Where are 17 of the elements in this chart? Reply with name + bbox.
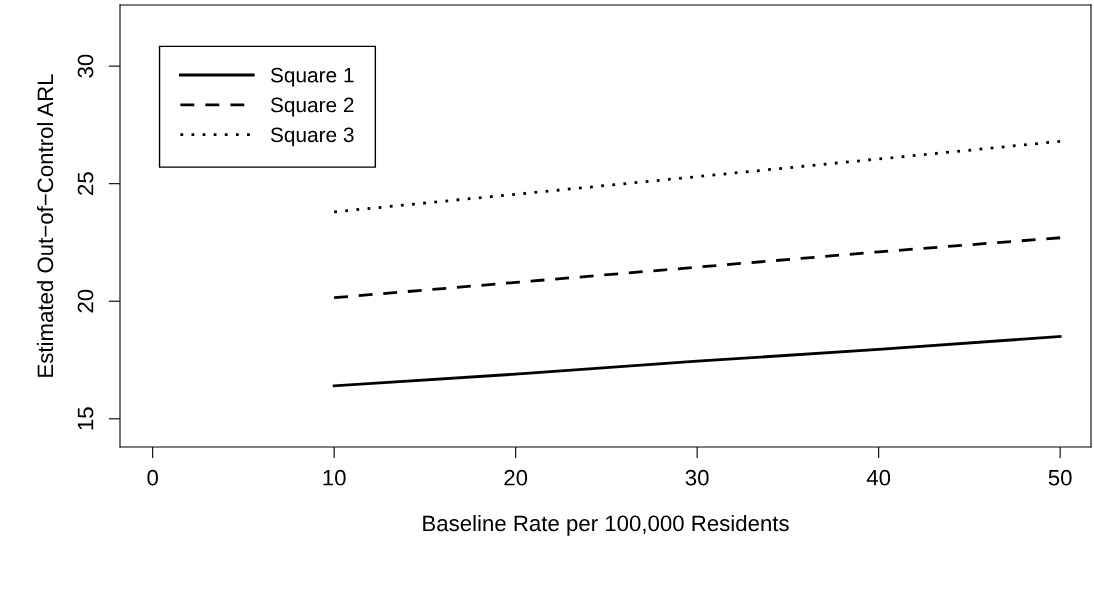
x-tick-label: 50 [1048,469,1072,486]
y-tick-label: 15 [77,407,94,430]
line-series [332,335,1062,388]
legend-label: Square 3 [270,127,354,147]
x-tick-label: 30 [685,469,709,486]
y-tick-label: 20 [77,289,94,313]
x-axis-title: Baseline Rate per 100,000 Residents [423,514,789,536]
legend-label: Square 1 [270,67,354,87]
x-tick-label: 10 [323,469,346,486]
y-tick-label: 30 [77,54,94,78]
x-tick-label: 40 [866,469,891,486]
legend-label: Square 2 [270,97,354,117]
y-tick-label: 25 [77,172,94,195]
y-axis-title: Estimated Out−of−Control ARL [36,74,54,377]
x-tick-label: 0 [147,469,158,486]
line-series [332,236,1062,300]
x-tick-label: 20 [504,469,528,486]
